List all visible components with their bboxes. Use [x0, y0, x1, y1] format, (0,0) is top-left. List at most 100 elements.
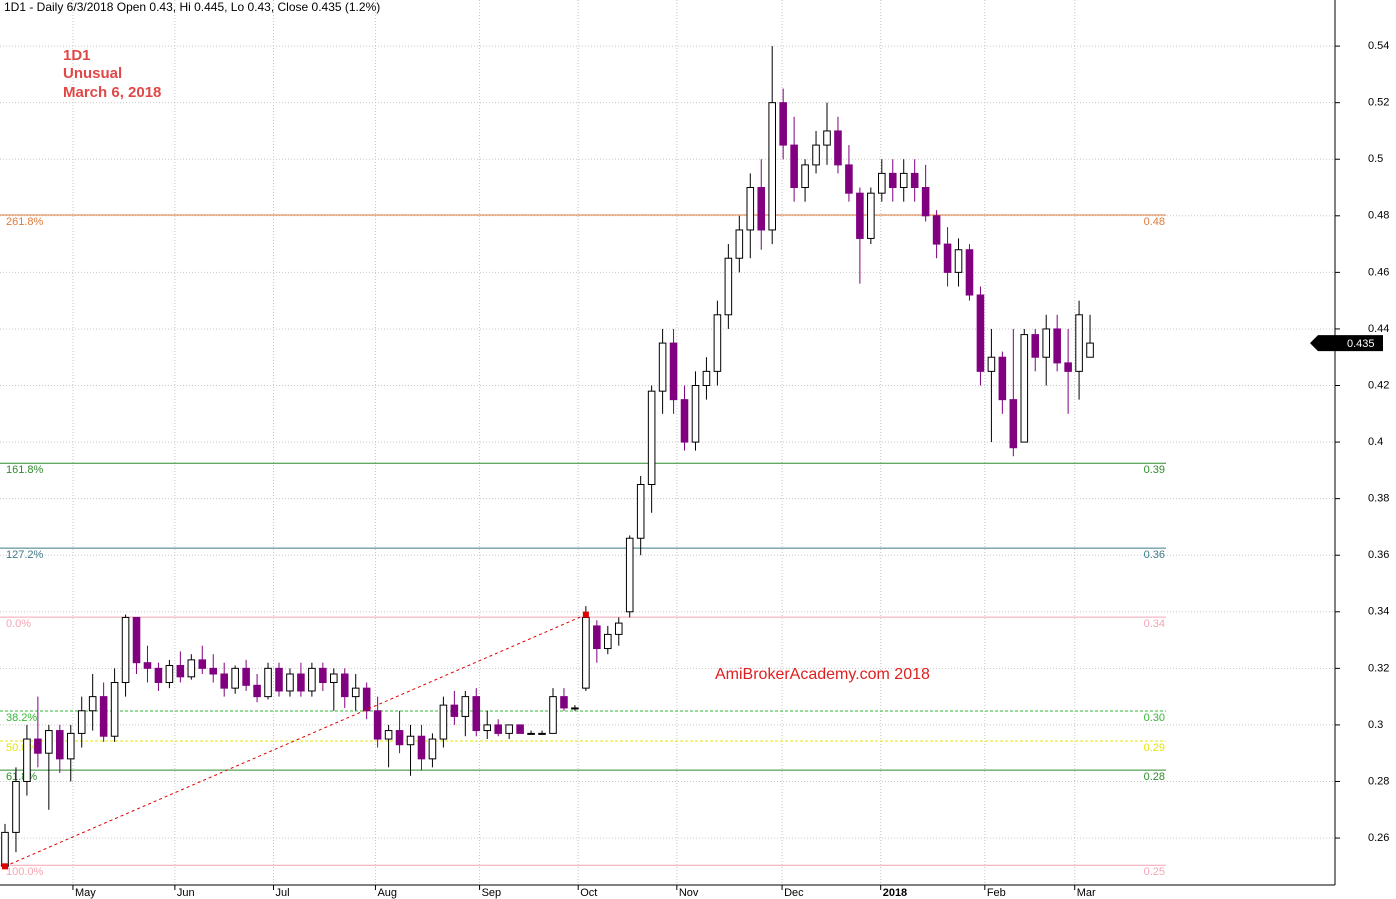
candle-body	[121, 616, 130, 683]
candle-body	[527, 732, 535, 735]
candle-body	[231, 667, 239, 689]
x-tick-label: Nov	[679, 887, 699, 899]
x-tick-label: Oct	[580, 887, 597, 899]
candle-body	[384, 730, 393, 740]
annotation: Unusual	[63, 65, 122, 82]
fib-label: 100.0%	[6, 866, 44, 878]
candle-body	[845, 164, 853, 194]
y-tick-label: 0.38	[1368, 493, 1389, 505]
y-tick-label: 0.34	[1368, 606, 1389, 618]
candle-body	[330, 673, 338, 683]
candle-body	[965, 249, 974, 296]
candle-body	[823, 130, 831, 146]
x-tick-label: 2018	[883, 887, 907, 899]
fib-label: 161.8%	[6, 464, 44, 476]
fib-price-label: 0.25	[1144, 866, 1165, 878]
y-tick-label: 0.28	[1368, 775, 1389, 787]
candle-body	[77, 710, 86, 734]
candle-body	[560, 696, 568, 709]
candle-body	[1, 831, 9, 867]
x-tick-label: May	[75, 887, 96, 899]
fib-price-label: 0.34	[1144, 618, 1165, 630]
candle-body	[56, 730, 64, 760]
candle-body	[899, 172, 908, 189]
annotation: 1D1	[63, 47, 91, 64]
candle-body	[253, 684, 261, 698]
watermark: AmiBrokerAcademy.com 2018	[715, 666, 930, 683]
fib-price-label: 0.48	[1144, 216, 1165, 228]
candle-body	[801, 164, 809, 189]
candle-body	[286, 673, 294, 692]
trend-point	[1, 863, 8, 870]
candle-body	[1031, 334, 1040, 358]
y-tick-label: 0.5	[1368, 153, 1383, 165]
candle-body	[724, 257, 733, 316]
last-price-tag	[1310, 335, 1383, 352]
candle-body	[34, 738, 42, 754]
candle-body	[340, 673, 349, 698]
candle-body	[571, 707, 579, 710]
fib-label: 127.2%	[6, 549, 44, 561]
candle-body	[636, 484, 645, 539]
candle-body	[680, 399, 689, 443]
fib-price-label: 0.30	[1144, 712, 1165, 724]
y-tick-label: 0.36	[1368, 549, 1389, 561]
candle-body	[604, 633, 612, 650]
candle-body	[66, 732, 75, 760]
candle-body	[362, 687, 371, 712]
x-tick-label: Jul	[276, 887, 290, 899]
candle-body	[165, 665, 174, 683]
candle-body	[614, 622, 623, 635]
candle-body	[209, 667, 218, 675]
candle-body	[187, 659, 196, 678]
candle-body	[713, 314, 722, 372]
y-tick-label: 0.42	[1368, 379, 1389, 391]
candle-body	[1042, 328, 1050, 358]
candle-body	[593, 625, 601, 650]
candle-body	[308, 667, 316, 692]
candle-body	[1020, 334, 1029, 443]
candle-body	[647, 390, 656, 486]
candle-body	[505, 724, 513, 734]
candle-body	[1064, 362, 1072, 372]
candle-body	[275, 667, 283, 692]
x-tick-label: Jun	[177, 887, 195, 899]
candle-body	[417, 735, 426, 760]
chart-title: 1D1 - Daily 6/3/2018 Open 0.43, Hi 0.445…	[4, 0, 380, 14]
y-tick-label: 0.44	[1368, 323, 1389, 335]
last-price-label: 0.435	[1347, 338, 1375, 350]
fib-label: 261.8%	[6, 216, 44, 228]
fib-label: 50.0%	[6, 742, 37, 754]
grid	[0, 0, 1335, 885]
candle-body	[176, 665, 185, 678]
candle-body	[658, 342, 667, 392]
y-tick-label: 0.3	[1368, 719, 1383, 731]
candle-body	[954, 249, 963, 273]
candle-body	[538, 732, 546, 735]
candle-body	[878, 172, 886, 194]
candle-body	[867, 192, 875, 239]
fib-price-label: 0.29	[1144, 742, 1165, 754]
candle-body	[319, 667, 327, 683]
candles	[1, 46, 1094, 867]
candle-body	[45, 730, 53, 754]
candle-body	[1086, 342, 1094, 358]
candle-body	[472, 696, 481, 732]
y-tick-label: 0.4	[1368, 436, 1383, 448]
x-tick-label: Aug	[377, 887, 397, 899]
candle-body	[669, 342, 678, 401]
candle-body	[998, 356, 1007, 401]
candle-body	[198, 659, 207, 669]
candle-body	[768, 102, 776, 231]
candle-body	[1053, 328, 1061, 364]
trend-point	[582, 611, 589, 618]
candle-body	[483, 724, 492, 732]
candle-body	[582, 616, 590, 689]
candle-body	[516, 724, 524, 734]
y-tick-label: 0.54	[1368, 40, 1389, 52]
candle-body	[976, 294, 985, 372]
y-tick-label: 0.48	[1368, 210, 1389, 222]
fib-levels: 261.8% 0.48 161.8% 0.39 127.2% 0.36 0.0% 0.34 38…	[0, 214, 1166, 878]
candle-body	[932, 215, 941, 245]
